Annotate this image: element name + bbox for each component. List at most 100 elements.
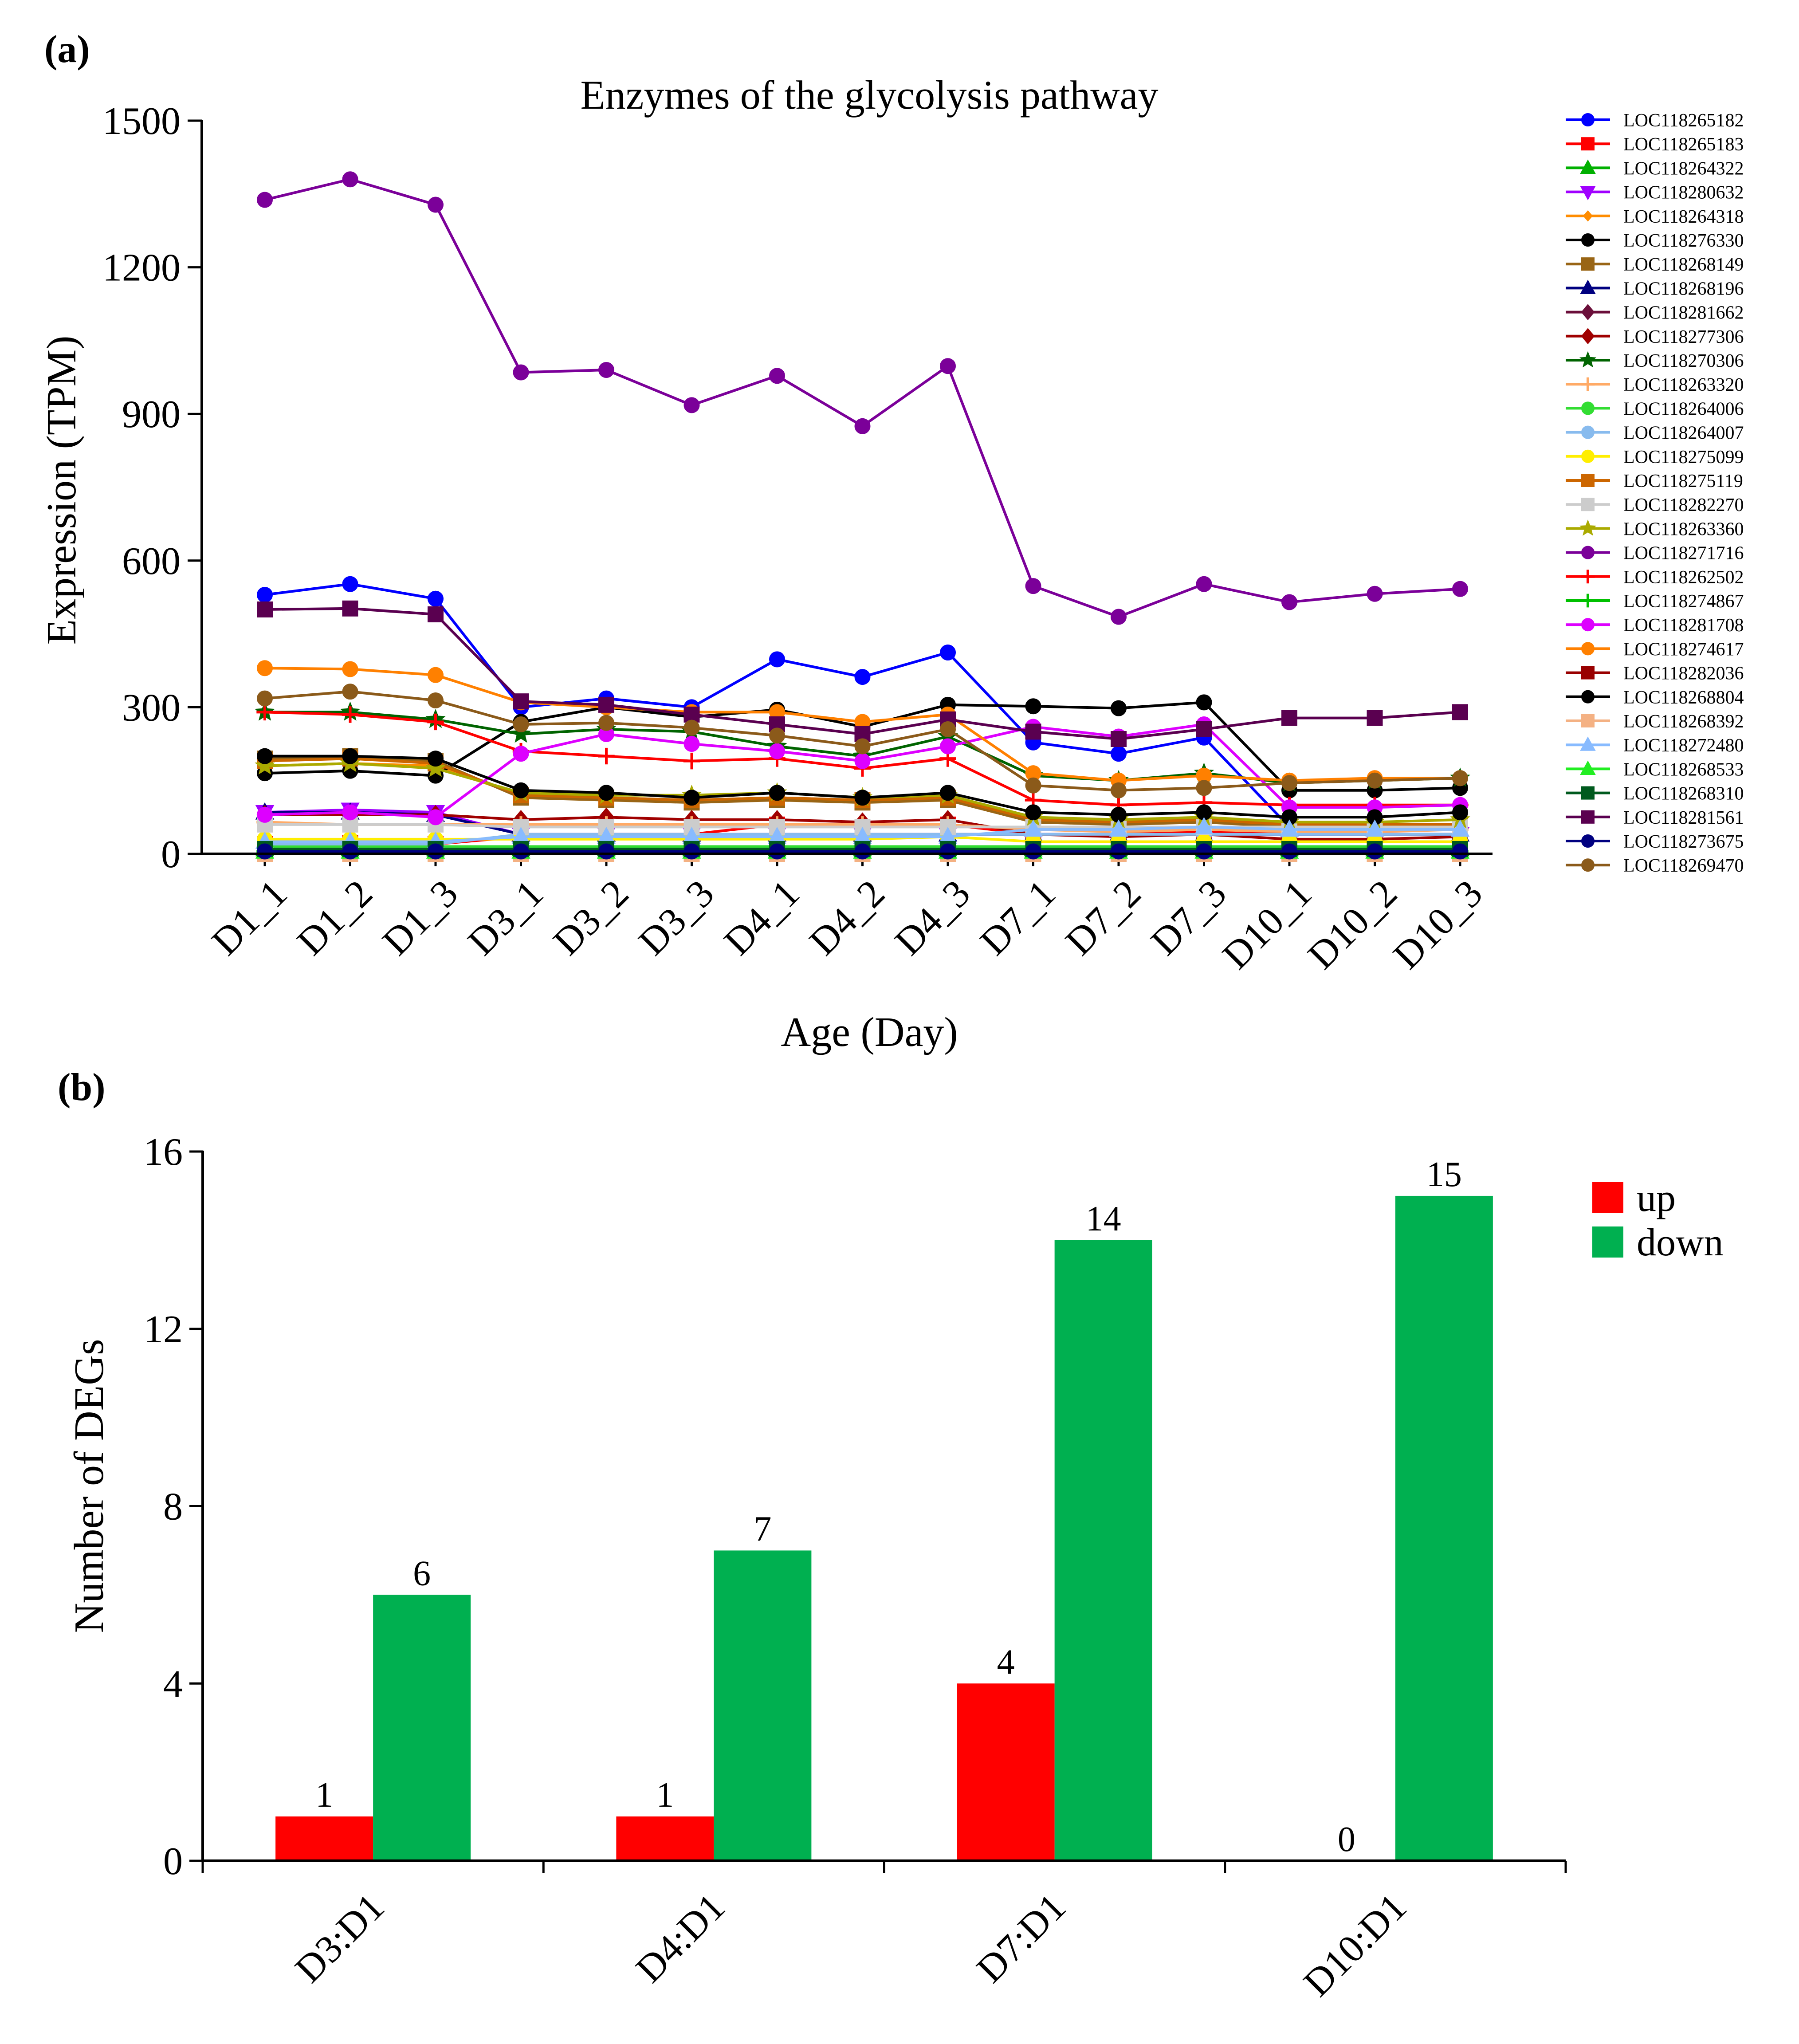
legend-marker [1580, 279, 1596, 294]
data-point [1196, 576, 1212, 592]
data-point [257, 192, 273, 208]
legend-item: LOC118272480 [1566, 735, 1744, 756]
legend-label: LOC118262502 [1623, 567, 1744, 588]
data-point [511, 723, 531, 743]
data-point [598, 696, 614, 713]
legend-label: LOC118268196 [1623, 279, 1744, 299]
data-point [683, 719, 700, 736]
legend-swatch [1592, 1182, 1623, 1213]
bar-chart-y-ticks: 0 4 8 12 16 [144, 1131, 203, 1883]
data-point [598, 747, 615, 765]
data-point [1025, 843, 1041, 860]
legend-item: LOC118281708 [1566, 615, 1744, 636]
data-point [769, 727, 785, 744]
line-chart-y-tick-label: 900 [122, 393, 181, 436]
data-point [940, 644, 956, 660]
data-point [1367, 772, 1383, 789]
legend-marker [1581, 786, 1595, 800]
legend-item: LOC118264318 [1566, 207, 1744, 227]
legend-label: LOC118264318 [1623, 207, 1744, 227]
legend-item: LOC118275099 [1566, 447, 1744, 468]
legend-item: LOC118262502 [1566, 567, 1744, 588]
data-point [1281, 710, 1297, 726]
data-point [428, 197, 444, 213]
legend-label: LOC118281662 [1623, 303, 1744, 323]
data-point [257, 586, 273, 603]
panel-a-label: (a) [44, 28, 90, 71]
data-point [256, 704, 273, 721]
legend-label: LOC118276330 [1623, 231, 1744, 251]
legend-item: LOC118264322 [1566, 158, 1744, 179]
legend-item: LOC118268533 [1566, 759, 1744, 780]
data-point [1111, 700, 1127, 716]
legend-item: LOC118273675 [1566, 832, 1744, 852]
legend-marker [1579, 519, 1597, 536]
legend-marker [1581, 642, 1595, 656]
bar-down [1395, 1195, 1493, 1861]
legend-marker [1581, 714, 1595, 727]
data-point [1452, 581, 1468, 597]
legend-marker [1580, 760, 1596, 775]
legend-label: LOC118274617 [1623, 639, 1744, 660]
bar-chart-ylabel: Number of DEGs [66, 1339, 112, 1633]
data-point [683, 752, 700, 770]
line-chart-y-tick-label: 300 [122, 686, 181, 729]
legend-marker [1581, 449, 1595, 463]
legend-item: LOC118280632 [1566, 183, 1744, 203]
data-point [257, 660, 273, 676]
legend-item: LOC118281561 [1566, 808, 1744, 828]
data-point [342, 576, 358, 592]
legend-item: LOC118265182 [1566, 110, 1744, 131]
data-point [255, 755, 275, 774]
bar-up [275, 1816, 373, 1861]
legend-marker [1583, 210, 1593, 222]
legend-item: LOC118271716 [1566, 543, 1744, 564]
legend-marker [1580, 186, 1596, 200]
data-point [1196, 843, 1212, 860]
legend-item: LOC118268196 [1566, 279, 1744, 299]
line-chart-xlabel: Age (Day) [781, 1009, 958, 1055]
data-point [1452, 704, 1468, 720]
data-point [428, 809, 444, 825]
data-point [598, 362, 614, 378]
legend-marker [1581, 257, 1595, 271]
data-point [342, 661, 358, 677]
legend-label: LOC118268310 [1623, 784, 1744, 804]
line-chart-y-tick-label: 1200 [102, 247, 181, 290]
data-point [342, 171, 358, 188]
bar-down [714, 1550, 812, 1861]
legend-item: LOC118265183 [1566, 134, 1744, 155]
legend-marker [1581, 113, 1595, 126]
data-point [769, 743, 785, 759]
data-point [1024, 819, 1043, 837]
data-point [683, 397, 700, 413]
legend-label: LOC118282270 [1623, 495, 1744, 515]
legend-marker [1581, 328, 1595, 345]
data-point [1025, 804, 1041, 821]
bar-value-label: 15 [1426, 1155, 1462, 1194]
data-point [1196, 780, 1212, 796]
series-LOC118268804 [257, 748, 1468, 825]
data-point [1109, 819, 1128, 837]
data-point [1367, 586, 1383, 602]
data-point [1111, 609, 1127, 625]
data-point [428, 692, 444, 708]
legend-marker [1581, 546, 1595, 559]
legend-label: LOC118275119 [1623, 471, 1743, 491]
data-point [1025, 698, 1041, 715]
data-point [257, 843, 273, 860]
series-LOC118269470 [257, 684, 1468, 798]
data-point [1365, 819, 1384, 837]
data-point [1281, 775, 1297, 791]
legend-marker [1581, 666, 1595, 680]
panel-b-label: (b) [58, 1066, 106, 1109]
data-point [428, 606, 444, 623]
data-point [940, 785, 956, 801]
data-point [342, 748, 358, 764]
bar-value-label: 0 [1338, 1820, 1355, 1859]
data-point [854, 843, 871, 860]
data-point [854, 669, 871, 685]
line-chart-y-tick-label: 600 [122, 540, 181, 583]
legend-item: LOC118277306 [1566, 327, 1744, 347]
